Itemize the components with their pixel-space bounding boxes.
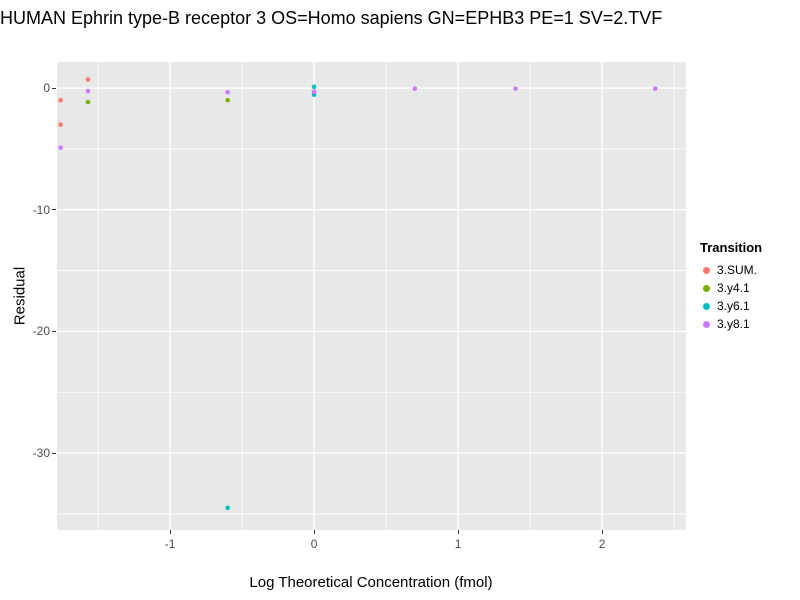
chart-canvas [57,62,686,530]
y-tick-label: -30 [32,446,50,461]
y-tick-label: -20 [32,324,50,339]
data-point [85,77,91,82]
legend-item-label: 3.SUM. [717,263,758,277]
legend: Transition 3.SUM. 3.y4.1 3.y6.1 3.y8.1 [700,240,762,333]
x-tick-mark [169,530,171,534]
x-tick-label: 1 [454,537,462,551]
legend-point-icon [703,302,710,310]
data-point [225,89,230,95]
data-point [513,86,518,91]
data-point [412,86,418,91]
data-point [653,86,658,91]
plot-panel [57,62,686,530]
data-point [311,89,317,94]
chart-title: HUMAN Ephrin type-B receptor 3 OS=Homo s… [0,8,663,28]
legend-item-label: 3.y4.1 [717,281,750,295]
legend-point-icon [703,266,710,274]
legend-title: Transition [700,240,763,255]
data-point [58,145,63,150]
y-tick-label: 0 [43,81,50,96]
x-tick-mark [601,530,603,534]
y-tick-mark [52,209,56,211]
legend-point-icon [703,284,710,292]
legend-item: 3.y6.1 [700,297,762,315]
data-point [225,505,230,511]
legend-items: 3.SUM. 3.y4.1 3.y6.1 3.y8.1 [700,261,762,333]
x-axis-title: Log Theoretical Concentration (fmol) [249,574,493,591]
data-point [58,97,63,103]
y-tick-label: -10 [32,202,50,217]
y-tick-mark [52,330,56,332]
x-tick-mark [313,530,315,534]
data-point [311,84,317,90]
legend-item-label: 3.y8.1 [717,317,750,331]
legend-item: 3.y8.1 [700,315,762,333]
legend-item: 3.y4.1 [700,279,762,297]
y-tick-mark [52,452,56,454]
x-tick-label: -1 [164,537,176,551]
data-point [225,97,230,103]
y-axis-title: Residual [11,266,29,326]
legend-point-icon [703,320,710,328]
x-tick-label: 2 [598,537,606,551]
x-tick-mark [457,530,459,534]
legend-item: 3.SUM. [700,261,762,279]
legend-item-label: 3.y6.1 [717,299,750,313]
data-point [85,99,91,105]
data-point [85,88,91,94]
data-point [58,122,63,127]
y-tick-mark [52,87,56,89]
x-tick-label: 0 [310,537,318,551]
